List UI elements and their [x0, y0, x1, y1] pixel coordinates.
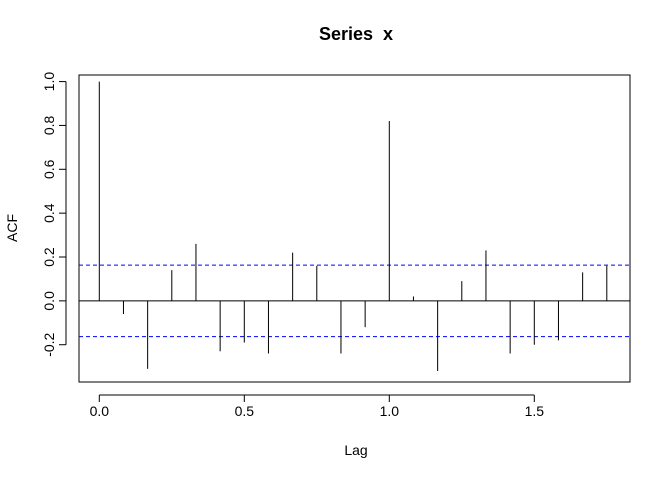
acf-bars [98, 81, 608, 372]
y-tick-label: 0.0 [41, 291, 57, 311]
x-tick-label: 0.0 [90, 403, 110, 419]
chart-title: Series x [319, 24, 393, 44]
y-axis: -0.2 0.0 0.2 0.4 0.6 0.8 1.0 [41, 72, 67, 357]
x-axis-label: Lag [344, 442, 367, 458]
y-tick-label: 0.6 [41, 159, 57, 179]
y-tick-label: -0.2 [41, 332, 57, 356]
x-axis: 0.0 0.5 1.0 1.5 [90, 394, 545, 419]
y-tick-label: 0.2 [41, 247, 57, 267]
x-tick-label: 1.5 [525, 403, 545, 419]
plot-frame [78, 74, 631, 383]
y-tick-label: 0.8 [41, 115, 57, 135]
y-tick-label: 1.0 [41, 72, 57, 92]
x-tick-label: 0.5 [235, 403, 255, 419]
y-axis-label: ACF [4, 214, 20, 242]
y-tick-label: 0.4 [41, 203, 57, 223]
x-tick-label: 1.0 [380, 403, 400, 419]
